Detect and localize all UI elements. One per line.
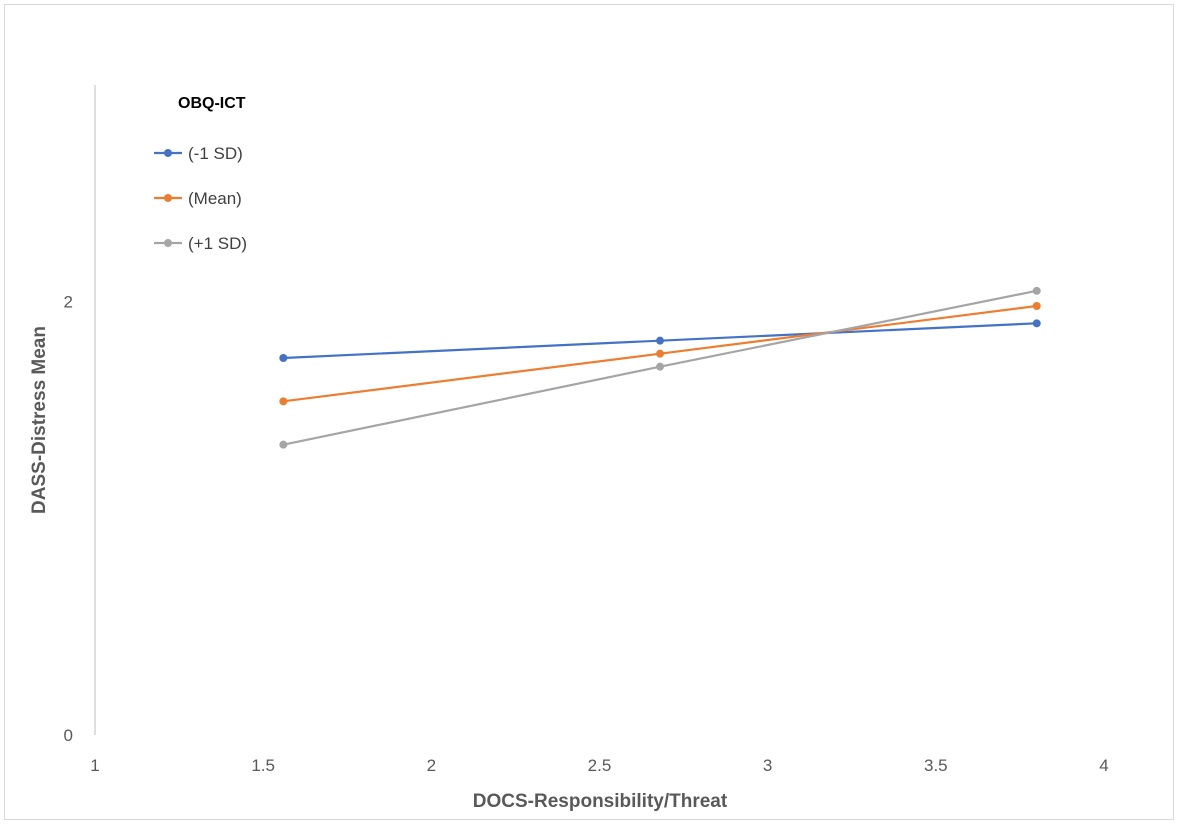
- x-tick-label: 1.5: [251, 756, 275, 775]
- data-point: [656, 336, 665, 345]
- data-point: [1032, 286, 1041, 295]
- x-tick-label: 4: [1099, 756, 1108, 775]
- x-tick-labels: 1 1.5 2 2.5 3 3.5 4: [90, 756, 1108, 775]
- legend-marker: [164, 149, 172, 157]
- legend-label: (-1 SD): [188, 144, 243, 163]
- x-tick-label: 3.5: [924, 756, 948, 775]
- x-tick-label: 3: [763, 756, 772, 775]
- y-axis-title: DASS-Distress Mean: [29, 326, 50, 514]
- chart-frame: [4, 4, 1174, 820]
- data-point: [279, 354, 288, 362]
- legend: OBQ-ICT (-1 SD) (Mean) (+1 SD): [154, 95, 247, 253]
- data-point: [279, 440, 288, 449]
- x-tick-label: 2.5: [588, 756, 612, 775]
- y-tick-labels: 02: [64, 293, 73, 745]
- legend-marker: [164, 194, 172, 202]
- data-point: [1032, 302, 1041, 310]
- series-group: [279, 286, 1041, 449]
- legend-marker: [164, 239, 172, 247]
- data-point: [656, 362, 665, 371]
- data-point: [656, 349, 665, 358]
- legend-title: OBQ-ICT: [178, 95, 246, 112]
- x-tick-label: 1: [90, 756, 99, 775]
- x-tick-label: 2: [427, 756, 436, 775]
- x-axis-title: DOCS-Responsibility/Threat: [473, 791, 728, 812]
- series: [279, 302, 1041, 406]
- legend-label: (Mean): [188, 189, 242, 208]
- y-tick-label: 2: [64, 293, 73, 312]
- data-point: [279, 397, 288, 406]
- legend-item: (-1 SD): [154, 144, 243, 163]
- series: [279, 319, 1041, 362]
- legend-item: (Mean): [154, 189, 242, 208]
- data-point: [1032, 319, 1041, 328]
- series: [279, 286, 1041, 449]
- y-tick-label: 0: [64, 726, 73, 745]
- legend-label: (+1 SD): [188, 234, 247, 253]
- legend-item: (+1 SD): [154, 234, 247, 253]
